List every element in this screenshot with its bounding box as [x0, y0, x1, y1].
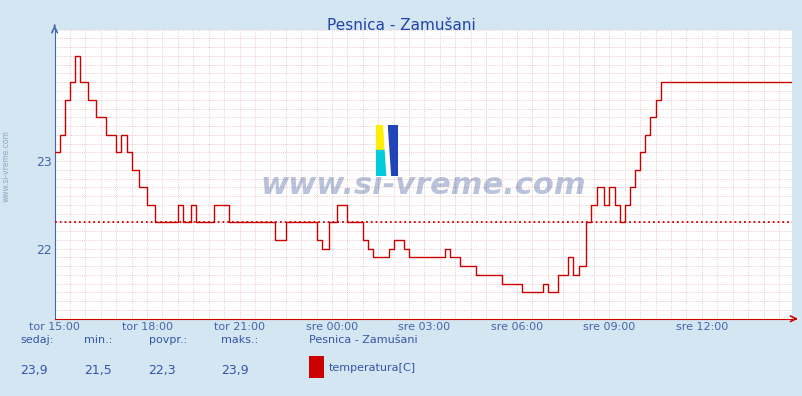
Text: www.si-vreme.com: www.si-vreme.com [260, 171, 585, 200]
Text: 23,9: 23,9 [221, 364, 248, 377]
Bar [375, 125, 387, 150]
Text: 21,5: 21,5 [84, 364, 112, 377]
Polygon shape [383, 125, 390, 176]
Bar [375, 150, 387, 176]
Text: maks.:: maks.: [221, 335, 257, 345]
Text: Pesnica - Zamušani: Pesnica - Zamušani [309, 335, 417, 345]
Text: povpr.:: povpr.: [148, 335, 187, 345]
Text: www.si-vreme.com: www.si-vreme.com [2, 130, 11, 202]
Text: Pesnica - Zamušani: Pesnica - Zamušani [326, 18, 476, 33]
Text: sedaj:: sedaj: [20, 335, 54, 345]
Text: 22,3: 22,3 [148, 364, 176, 377]
Text: min.:: min.: [84, 335, 112, 345]
Text: temperatura[C]: temperatura[C] [329, 363, 415, 373]
Text: 23,9: 23,9 [20, 364, 47, 377]
Bar [387, 125, 398, 176]
